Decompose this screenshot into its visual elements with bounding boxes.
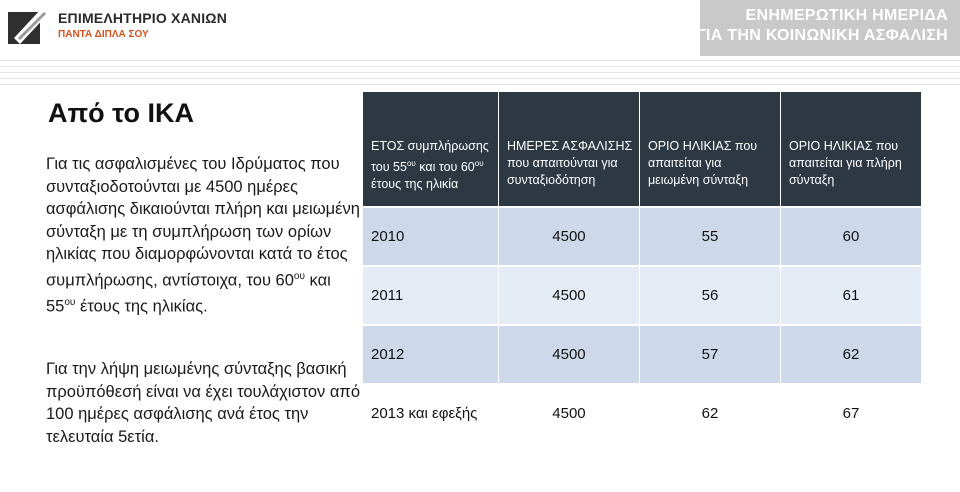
chamber-logo-icon xyxy=(8,8,48,44)
cell-full-age: 60 xyxy=(780,208,921,265)
table-row: 2011 4500 56 61 xyxy=(363,267,921,324)
cell-year: 2012 xyxy=(363,326,498,383)
paragraph-eligibility-text: Για τις ασφαλισμένες του Ιδρύματος που σ… xyxy=(46,155,360,289)
title-box xyxy=(40,92,360,140)
table-row: 2012 4500 57 62 xyxy=(363,326,921,383)
cell-full-age: 67 xyxy=(780,385,921,442)
slide-title: Από το ΙΚΑ xyxy=(48,98,194,128)
cell-reduced-age: 56 xyxy=(639,267,780,324)
chamber-name: ΕΠΙΜΕΛΗΤΗΡΙΟ ΧΑΝΙΩΝ xyxy=(58,10,228,26)
divider xyxy=(0,66,960,67)
table-row: 2013 και εφεξής 4500 62 67 xyxy=(363,385,921,442)
paragraph-eligibility: Για τις ασφαλισμένες του Ιδρύματος που σ… xyxy=(46,153,361,318)
cell-full-age: 61 xyxy=(780,267,921,324)
cell-reduced-age: 57 xyxy=(639,326,780,383)
event-title: ΕΝΗΜΕΡΩΤΙΚΗ ΗΜΕΡΙΔΑ ΓΙΑ ΤΗΝ ΚΟΙΝΩΝΙΚΗ ΑΣ… xyxy=(696,6,948,46)
header-year-text: και του 60 xyxy=(415,160,475,175)
divider xyxy=(0,84,960,85)
cell-year: 2010 xyxy=(363,208,498,265)
divider xyxy=(0,72,960,73)
cell-reduced-age: 62 xyxy=(639,385,780,442)
divider xyxy=(0,60,960,61)
header-bar: ΕΠΙΜΕΛΗΤΗΡΙΟ ΧΑΝΙΩΝ ΠΑΝΤΑ ΔΙΠΛΑ ΣΟΥ ΕΝΗΜ… xyxy=(0,0,960,56)
ordinal-suffix: ου xyxy=(474,159,484,168)
cell-year: 2013 και εφεξής xyxy=(363,385,498,442)
cell-full-age: 62 xyxy=(780,326,921,383)
event-title-line2: ΓΙΑ ΤΗΝ ΚΟΙΝΩΝΙΚΗ ΑΣΦΑΛΙΣΗ xyxy=(696,27,948,44)
paragraph-requirement: Για την λήψη μειωμένης σύνταξης βασική π… xyxy=(46,360,360,446)
ordinal-suffix: ου xyxy=(293,270,305,282)
header-reduced-pension-age: ΟΡΙΟ ΗΛΙΚΙΑΣ που απαιτείται για μειωμένη… xyxy=(639,92,780,206)
header-insurance-days: ΗΜΕΡΕΣ ΑΣΦΑΛΙΣΗΣ που απαιτούνται για συν… xyxy=(498,92,639,206)
cell-days: 4500 xyxy=(498,326,639,383)
cell-reduced-age: 55 xyxy=(639,208,780,265)
cell-year: 2011 xyxy=(363,267,498,324)
header-full-pension-age: ΟΡΙΟ ΗΛΙΚΙΑΣ που απαιτείται για πλήρη σύ… xyxy=(780,92,921,206)
cell-days: 4500 xyxy=(498,267,639,324)
divider xyxy=(0,78,960,79)
ordinal-suffix: ου xyxy=(406,159,416,168)
header-year: ΕΤΟΣ συμπλήρωσης του 55ου και του 60ου έ… xyxy=(363,92,498,206)
cell-days: 4500 xyxy=(498,385,639,442)
header-year-text: έτους της ηλικία xyxy=(371,177,459,192)
header-year-text: ΕΤΟΣ συμπλήρωσης του 55 xyxy=(371,139,489,175)
table-header-row: ΕΤΟΣ συμπλήρωσης του 55ου και του 60ου έ… xyxy=(363,92,921,206)
event-title-line1: ΕΝΗΜΕΡΩΤΙΚΗ ΗΜΕΡΙΔΑ xyxy=(745,7,948,24)
cell-days: 4500 xyxy=(498,208,639,265)
table-row: 2010 4500 55 60 xyxy=(363,208,921,265)
paragraph-eligibility-text: έτους της ηλικίας. xyxy=(75,297,208,315)
age-limits-table: ΕΤΟΣ συμπλήρωσης του 55ου και του 60ου έ… xyxy=(362,90,922,444)
chamber-slogan: ΠΑΝΤΑ ΔΙΠΛΑ ΣΟΥ xyxy=(58,29,149,40)
event-banner xyxy=(700,0,960,56)
ordinal-suffix: ου xyxy=(64,296,76,308)
paragraph-eligibility-text: και 55 xyxy=(46,271,331,315)
